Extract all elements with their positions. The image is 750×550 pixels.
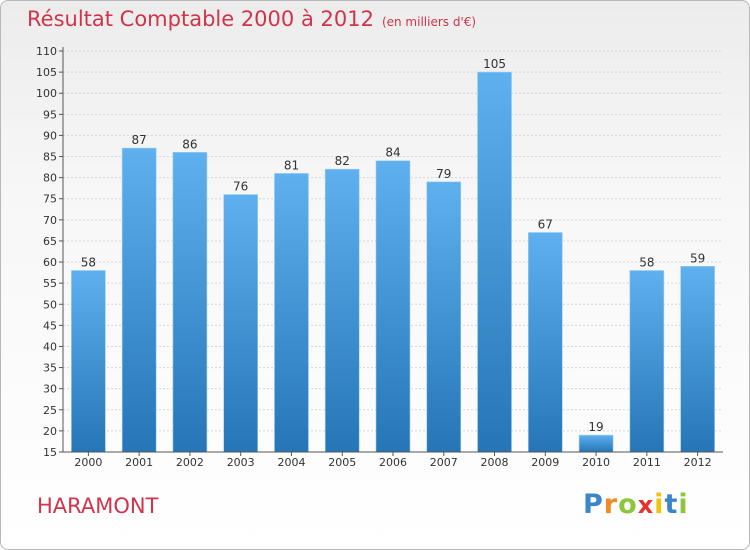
- bar: [223, 194, 258, 453]
- proxiti-logo[interactable]: Proxiti: [583, 489, 689, 520]
- x-tick-label: 2004: [277, 456, 305, 469]
- y-tick-label: 30: [43, 383, 57, 396]
- bar: [375, 160, 411, 453]
- logo-letter: o: [618, 489, 638, 520]
- chart-title-text: Résultat Comptable 2000 à 2012: [27, 7, 374, 31]
- data-label: 58: [639, 255, 654, 269]
- data-label: 86: [182, 137, 197, 151]
- bar: [324, 168, 360, 453]
- y-tick-label: 110: [36, 45, 57, 58]
- bars: [71, 71, 715, 453]
- data-label: 82: [335, 154, 350, 168]
- chart-title: Résultat Comptable 2000 à 2012 (en millie…: [27, 7, 476, 31]
- logo-letter: x: [637, 491, 655, 519]
- y-tick-label: 60: [43, 256, 57, 269]
- data-label: 84: [385, 146, 400, 160]
- logo-letter: i: [654, 489, 665, 520]
- bar: [71, 270, 106, 453]
- bar: [274, 173, 309, 453]
- chart-subtitle: (en milliers d'€): [381, 15, 477, 29]
- axes: [59, 47, 723, 456]
- logo-letter: i: [678, 489, 689, 520]
- bar: [426, 181, 462, 453]
- y-tick-label: 15: [43, 446, 57, 459]
- y-tick-label: 65: [43, 235, 57, 248]
- bar: [680, 265, 715, 453]
- x-tick-label: 2000: [74, 456, 102, 469]
- y-tick-label: 55: [43, 277, 57, 290]
- data-label: 19: [588, 420, 603, 434]
- bar: [477, 71, 512, 453]
- y-tick-label: 85: [43, 151, 57, 164]
- x-tick-label: 2011: [633, 456, 661, 469]
- data-label: 81: [284, 158, 299, 172]
- x-tick-label: 2005: [328, 456, 356, 469]
- y-tick-label: 20: [43, 425, 57, 438]
- data-label: 67: [538, 218, 553, 232]
- y-tick-label: 40: [43, 340, 57, 353]
- x-tick-label: 2012: [684, 456, 712, 469]
- y-tick-label: 80: [43, 172, 57, 185]
- labels: 15 20 25 30 35 40 45 50 55 60 65 70 75 80 85 90 95 100 105…: [36, 45, 712, 469]
- y-tick-label: 95: [43, 108, 57, 121]
- x-tick-label: 2001: [125, 456, 153, 469]
- x-tick-label: 2007: [430, 456, 458, 469]
- y-tick-label: 35: [43, 362, 57, 375]
- y-tick-label: 50: [43, 298, 57, 311]
- x-tick-label: 2006: [379, 456, 407, 469]
- data-label: 76: [233, 180, 248, 194]
- bar: [578, 434, 614, 453]
- data-label: 59: [690, 251, 705, 265]
- bar: [121, 147, 157, 453]
- x-tick-label: 2009: [531, 456, 559, 469]
- x-tick-label: 2003: [227, 456, 255, 469]
- x-tick-label: 2008: [481, 456, 509, 469]
- logo-letter: r: [603, 489, 619, 520]
- y-tick-label: 25: [43, 404, 57, 417]
- logo-letter: t: [664, 489, 679, 520]
- y-tick-label: 100: [36, 87, 57, 100]
- y-tick-label: 45: [43, 319, 57, 332]
- data-label: 58: [81, 255, 96, 269]
- town-name: HARAMONT: [37, 494, 159, 518]
- bar: [172, 152, 208, 453]
- bar: [629, 270, 665, 453]
- data-label: 105: [483, 57, 506, 71]
- y-tick-label: 70: [43, 214, 57, 227]
- x-tick-label: 2002: [176, 456, 204, 469]
- data-label: 79: [436, 167, 451, 181]
- y-tick-label: 75: [43, 193, 57, 206]
- data-label: 87: [132, 133, 147, 147]
- y-tick-label: 90: [43, 129, 57, 142]
- x-tick-label: 2010: [582, 456, 610, 469]
- logo-letter: P: [583, 489, 604, 520]
- bar: [528, 232, 563, 453]
- y-tick-label: 105: [36, 66, 57, 79]
